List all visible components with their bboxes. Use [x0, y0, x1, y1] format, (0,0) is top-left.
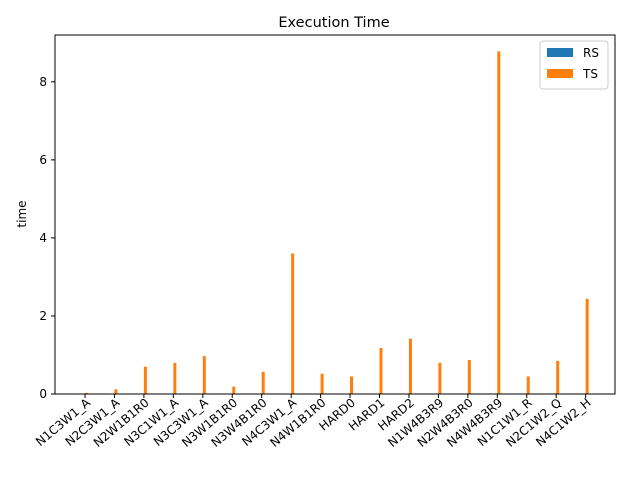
- bar-ts: [350, 376, 354, 394]
- bar-ts: [556, 360, 560, 394]
- bar-ts: [497, 51, 501, 394]
- chart-title: Execution Time: [278, 15, 389, 31]
- x-axis-ticks: N1C3W1_AN2C3W1_AN2W1B1R0N3C1W1_AN3C3W1_A…: [33, 394, 594, 450]
- bar-ts: [526, 376, 530, 394]
- bar-ts: [232, 386, 236, 394]
- bar-ts: [114, 389, 118, 394]
- bar-ts: [202, 356, 206, 394]
- legend-label-rs: RS: [583, 46, 599, 60]
- y-tick-label: 6: [39, 153, 47, 167]
- bar-ts: [320, 373, 324, 394]
- bar-ts: [173, 362, 177, 394]
- y-tick-label: 0: [39, 387, 47, 401]
- bar-ts: [291, 253, 295, 394]
- legend-swatch-rs: [547, 48, 573, 57]
- y-tick-label: 8: [39, 75, 47, 89]
- bars-group: [82, 51, 589, 394]
- legend: RS TS: [539, 40, 609, 90]
- legend-label-ts: TS: [582, 67, 598, 81]
- bar-ts: [143, 366, 147, 394]
- bar-ts: [85, 392, 88, 394]
- bar-ts: [438, 362, 442, 394]
- bar-ts: [261, 371, 265, 394]
- y-tick-label: 4: [39, 231, 47, 245]
- y-axis-label: time: [15, 200, 29, 227]
- plot-area-frame: [54, 34, 616, 395]
- y-axis-ticks: 0 2 4 6 8: [39, 75, 55, 401]
- bar-ts: [467, 360, 471, 394]
- y-tick-label: 2: [39, 309, 47, 323]
- legend-swatch-ts: [547, 69, 573, 78]
- bar-ts: [585, 298, 589, 394]
- bar-ts: [408, 338, 412, 394]
- bar-ts: [379, 347, 383, 394]
